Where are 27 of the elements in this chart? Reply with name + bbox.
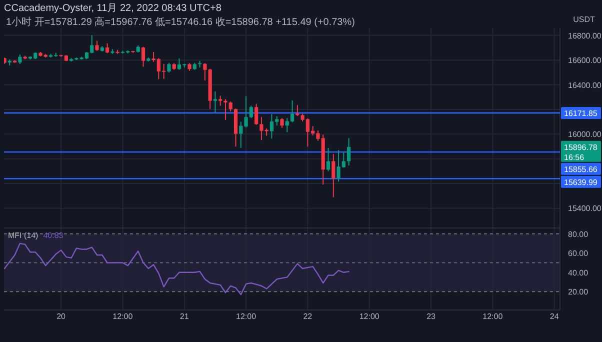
annotation: 40.83 (43, 231, 64, 240)
x-tick-label: 22 (303, 312, 313, 321)
chart-title: CCacademy-Oyster, 11月 22, 2022 08:43 UTC+8 (4, 3, 222, 14)
y-axis-title: USDT (573, 15, 595, 24)
y-tick-label: 80.00 (568, 230, 589, 239)
x-tick-label: 12:00 (359, 312, 380, 321)
y-tick-label: 16800.00 (568, 31, 602, 40)
chart-title: MFI (14) (8, 231, 39, 240)
x-tick-label: 24 (550, 312, 560, 321)
x-tick-label: 12:00 (482, 312, 504, 321)
x-tick-label: 23 (426, 312, 436, 321)
y-tick-label: 16000.00 (568, 130, 602, 140)
ref-line-label: 16171.85 (564, 108, 598, 118)
ref-line-label: 15639.99 (564, 178, 598, 187)
x-tick-label: 12:00 (236, 312, 257, 321)
y-tick-label: 16600.00 (568, 56, 602, 66)
x-tick-label: 21 (180, 312, 190, 321)
x-tick-label: 20 (56, 312, 66, 321)
chart-subtitle: 1小时 开=15781.29 高=15967.76 低=15746.16 收=15896.78 +115.49 (+0.73%) (6, 16, 355, 28)
y-tick-label: 20.00 (568, 288, 589, 297)
y-tick-label: 40.00 (568, 268, 589, 278)
y-tick-label: 15400.00 (568, 204, 602, 214)
y-tick-label: 16400.00 (568, 80, 602, 90)
line-series (4, 242, 350, 296)
ref-line-label: 15855.66 (564, 164, 598, 174)
x-tick-label: 12:00 (112, 312, 134, 321)
y-tick-label: 60.00 (568, 249, 589, 258)
